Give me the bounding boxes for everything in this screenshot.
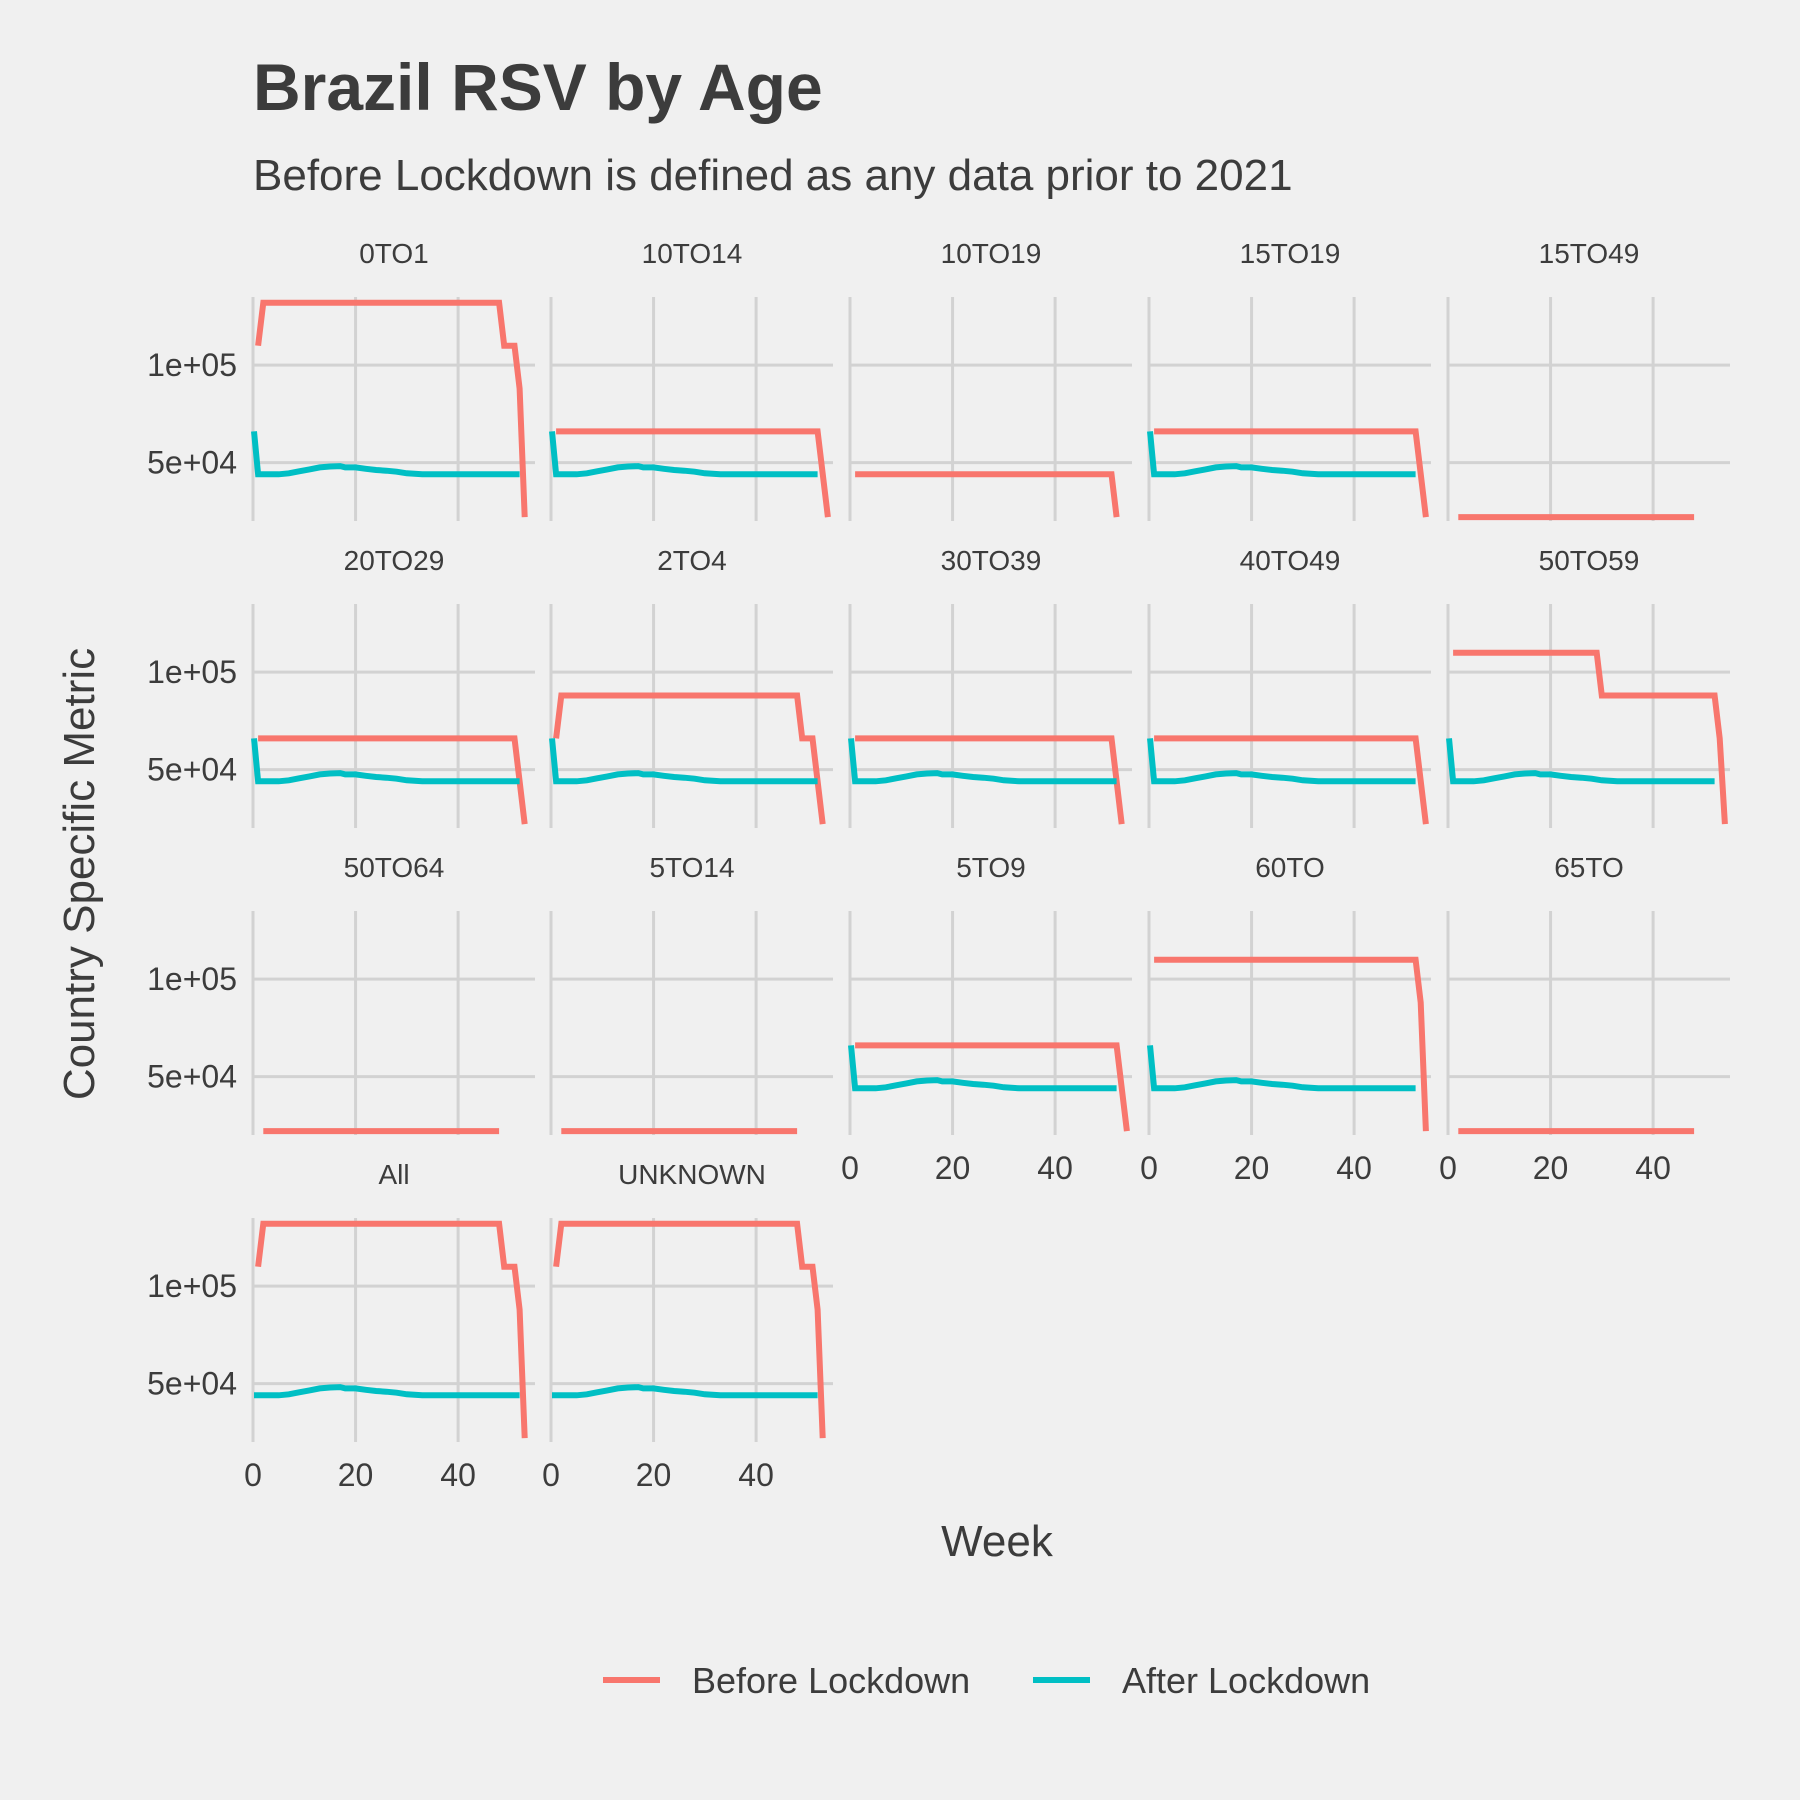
facet-panel: UNKNOWN 0 20 40: [542, 1159, 833, 1493]
y-tick-label: 5e+04: [147, 1059, 237, 1095]
x-axis-title: Week: [941, 1517, 1054, 1566]
legend: Before Lockdown After Lockdown: [603, 1660, 1370, 1701]
facet-panel: 40TO49: [1147, 545, 1431, 828]
legend-label-after: After Lockdown: [1122, 1660, 1370, 1701]
x-tick-label: 40: [1635, 1150, 1671, 1186]
x-tick-label: 40: [440, 1457, 476, 1493]
x-tick-label: 40: [738, 1457, 774, 1493]
x-tick-label: 20: [636, 1457, 672, 1493]
series-line-before-lockdown: [258, 735, 528, 825]
series-line-after-lockdown: [1446, 738, 1715, 785]
facet-panel: 65TO 0 20 40: [1439, 852, 1730, 1186]
series-line-before-lockdown: [1453, 649, 1728, 825]
series-line-after-lockdown: [1147, 431, 1416, 478]
y-tick-label: 1e+05: [147, 347, 237, 383]
series-line-before-lockdown: [255, 1220, 528, 1439]
series-line-after-lockdown: [251, 738, 520, 785]
x-tick-label: 20: [1234, 1150, 1270, 1186]
facet-strip-label: 2TO4: [657, 545, 727, 576]
facet-panel: 50TO64 5e+04 1e+05: [147, 852, 535, 1135]
facet-strip-label: 60TO: [1255, 852, 1325, 883]
x-tick-label: 20: [1533, 1150, 1569, 1186]
x-tick-label: 20: [935, 1150, 971, 1186]
y-tick-label: 1e+05: [147, 1268, 237, 1304]
series-line-after-lockdown: [549, 738, 818, 785]
series-line-before-lockdown: [553, 692, 826, 825]
y-tick-label: 5e+04: [147, 752, 237, 788]
series-line-before-lockdown: [1154, 735, 1429, 825]
x-tick-label: 20: [338, 1457, 374, 1493]
x-tick-label: 40: [1336, 1150, 1372, 1186]
series-line-before-lockdown: [855, 735, 1125, 825]
legend-label-before: Before Lockdown: [692, 1660, 970, 1701]
x-tick-label: 0: [244, 1457, 262, 1493]
series-line-after-lockdown: [1147, 738, 1416, 785]
facet-strip-label: 30TO39: [941, 545, 1042, 576]
series-line-before-lockdown: [255, 299, 528, 518]
facet-strip-label: 20TO29: [344, 545, 445, 576]
facet-panel: 10TO19: [848, 238, 1132, 521]
series-line-before-lockdown: [553, 1220, 826, 1439]
facet-panel: 5TO9 0 20 40: [841, 852, 1132, 1186]
x-tick-label: 0: [841, 1150, 859, 1186]
chart-subtitle: Before Lockdown is defined as any data p…: [253, 151, 1293, 200]
x-tick-label: 0: [1140, 1150, 1158, 1186]
series-line-after-lockdown: [1147, 1045, 1416, 1092]
facet-strip-label: 10TO19: [941, 238, 1042, 269]
facet-panel: 15TO49: [1446, 238, 1730, 521]
series-line-after-lockdown: [254, 1384, 520, 1399]
facet-panel: 5TO14: [549, 852, 833, 1135]
facet-panels: 0TO1 5e+04 1e+05 10TO14 10TO19 15TO19 15TO49 20…: [147, 238, 1730, 1493]
facet-panel: 20TO29 5e+04 1e+05: [147, 545, 535, 828]
series-line-after-lockdown: [848, 738, 1117, 785]
series-line-before-lockdown: [1154, 956, 1429, 1132]
x-tick-label: 0: [542, 1457, 560, 1493]
facet-panel: 10TO14: [549, 238, 833, 521]
y-tick-label: 1e+05: [147, 654, 237, 690]
series-line-after-lockdown: [549, 431, 818, 478]
series-line-before-lockdown: [556, 428, 831, 518]
facet-panel: 0TO1 5e+04 1e+05: [147, 238, 535, 521]
series-line-before-lockdown: [855, 1042, 1130, 1132]
series-line-before-lockdown: [855, 471, 1120, 518]
y-tick-label: 5e+04: [147, 1366, 237, 1402]
y-tick-label: 5e+04: [147, 445, 237, 481]
series-line-after-lockdown: [848, 1045, 1117, 1092]
facet-panel: 50TO59: [1446, 545, 1730, 828]
facet-strip-label: 5TO14: [649, 852, 734, 883]
series-line-after-lockdown: [552, 1384, 818, 1399]
facet-strip-label: 0TO1: [359, 238, 429, 269]
facet-strip-label: UNKNOWN: [618, 1159, 766, 1190]
facet-strip-label: 10TO14: [642, 238, 743, 269]
facet-strip-label: 40TO49: [1240, 545, 1341, 576]
facet-strip-label: 15TO49: [1539, 238, 1640, 269]
facet-strip-label: 50TO59: [1539, 545, 1640, 576]
facet-strip-label: 5TO9: [956, 852, 1026, 883]
facet-strip-label: All: [378, 1159, 409, 1190]
x-tick-label: 0: [1439, 1150, 1457, 1186]
facet-panel: 60TO 0 20 40: [1140, 852, 1431, 1186]
x-tick-label: 40: [1037, 1150, 1073, 1186]
facet-panel: All 5e+04 1e+05 0 20 40: [147, 1159, 535, 1493]
facet-panel: 2TO4: [549, 545, 833, 828]
facet-strip-label: 65TO: [1554, 852, 1624, 883]
facet-strip-label: 15TO19: [1240, 238, 1341, 269]
series-line-after-lockdown: [251, 431, 520, 478]
facet-strip-label: 50TO64: [344, 852, 445, 883]
chart-title: Brazil RSV by Age: [253, 50, 823, 124]
series-line-before-lockdown: [1154, 428, 1429, 518]
facet-panel: 30TO39: [848, 545, 1132, 828]
facet-panel: 15TO19: [1147, 238, 1431, 521]
y-tick-label: 1e+05: [147, 961, 237, 997]
y-axis-title: Country Specific Metric: [55, 648, 104, 1100]
